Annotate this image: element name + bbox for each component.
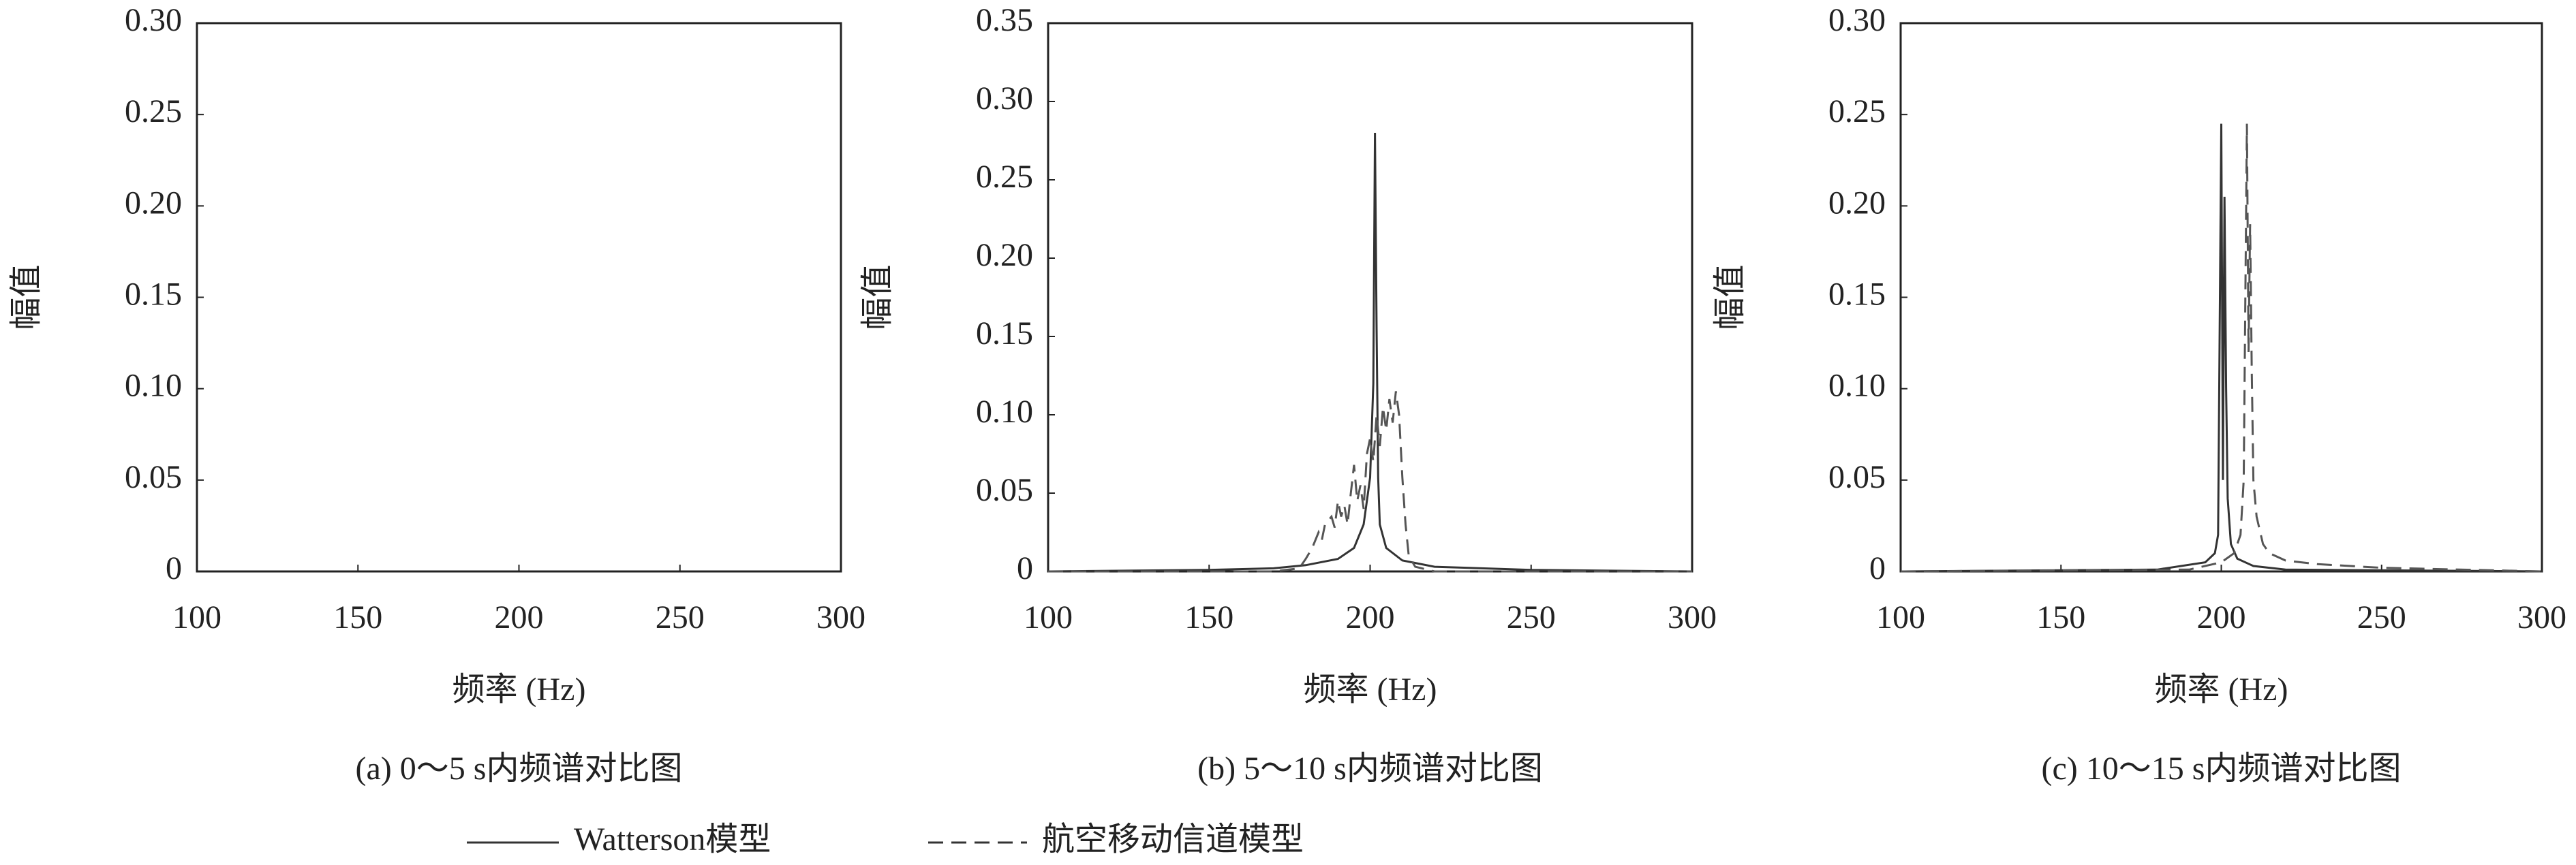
plot-frame xyxy=(1047,22,1693,573)
y-tick-label: 0.20 xyxy=(976,237,1033,273)
y-tick-label: 0.25 xyxy=(125,93,182,129)
series-line xyxy=(1900,123,2543,573)
legend-label: 航空移动信道模型 xyxy=(1042,821,1304,858)
y-tick-label: 0.35 xyxy=(976,2,1033,38)
x-axis-label: 频率 (Hz) xyxy=(2155,672,2288,708)
x-axis-label: 频率 (Hz) xyxy=(1304,672,1437,708)
y-tick-label: 0.10 xyxy=(1828,368,1886,404)
y-tick-label: 0.10 xyxy=(125,368,182,404)
y-tick-label: 0 xyxy=(1017,550,1033,586)
x-tick-label: 250 xyxy=(2357,599,2406,635)
x-tick-label: 150 xyxy=(333,599,382,635)
x-tick-label: 100 xyxy=(172,599,221,635)
y-axis-label: 幅值 xyxy=(1712,264,1748,330)
y-tick-label: 0 xyxy=(166,550,182,586)
y-tick-label: 0.20 xyxy=(125,185,182,221)
y-tick-label: 0 xyxy=(1869,550,1886,586)
x-axis-label: 频率 (Hz) xyxy=(453,672,586,708)
y-tick-label: 0.30 xyxy=(125,2,182,38)
x-tick-label: 100 xyxy=(1876,599,1925,635)
y-tick-label: 0.10 xyxy=(976,394,1033,430)
x-tick-label: 250 xyxy=(656,599,705,635)
x-tick-label: 100 xyxy=(1024,599,1073,635)
x-tick-label: 150 xyxy=(1184,599,1233,635)
y-tick-label: 0.20 xyxy=(1828,185,1886,221)
panel-caption: (b) 5～10 s内频谱对比图 xyxy=(1197,751,1543,787)
x-tick-label: 200 xyxy=(2197,599,2246,635)
panel-caption: (c) 10～15 s内频谱对比图 xyxy=(2042,751,2402,787)
x-tick-label: 300 xyxy=(1668,599,1717,635)
y-axis-label: 幅值 xyxy=(859,264,895,330)
y-tick-label: 0.25 xyxy=(976,159,1033,195)
y-axis-label: 幅值 xyxy=(8,264,44,330)
y-tick-label: 0.30 xyxy=(1828,2,1886,38)
y-tick-label: 0.05 xyxy=(125,459,182,495)
y-tick-label: 0.05 xyxy=(976,472,1033,508)
y-tick-label: 0.15 xyxy=(125,277,182,313)
legend-label: Watterson模型 xyxy=(574,821,771,858)
y-tick-label: 0.25 xyxy=(1828,93,1886,129)
panel-caption: (a) 0～5 s内频谱对比图 xyxy=(356,751,683,787)
y-tick-label: 0.05 xyxy=(1828,459,1886,495)
x-tick-label: 250 xyxy=(1507,599,1556,635)
series-line xyxy=(1048,391,1692,573)
series-line xyxy=(1047,132,1693,573)
x-tick-label: 200 xyxy=(1346,599,1395,635)
y-tick-label: 0.30 xyxy=(976,80,1033,116)
y-tick-label: 0.15 xyxy=(1828,277,1886,313)
y-tick-label: 0.15 xyxy=(976,315,1033,351)
x-tick-label: 200 xyxy=(495,599,544,635)
plot-frame xyxy=(196,22,842,573)
x-tick-label: 300 xyxy=(2517,599,2566,635)
x-tick-label: 300 xyxy=(816,599,865,635)
x-tick-label: 150 xyxy=(2036,599,2085,635)
series-line xyxy=(1900,123,2543,573)
